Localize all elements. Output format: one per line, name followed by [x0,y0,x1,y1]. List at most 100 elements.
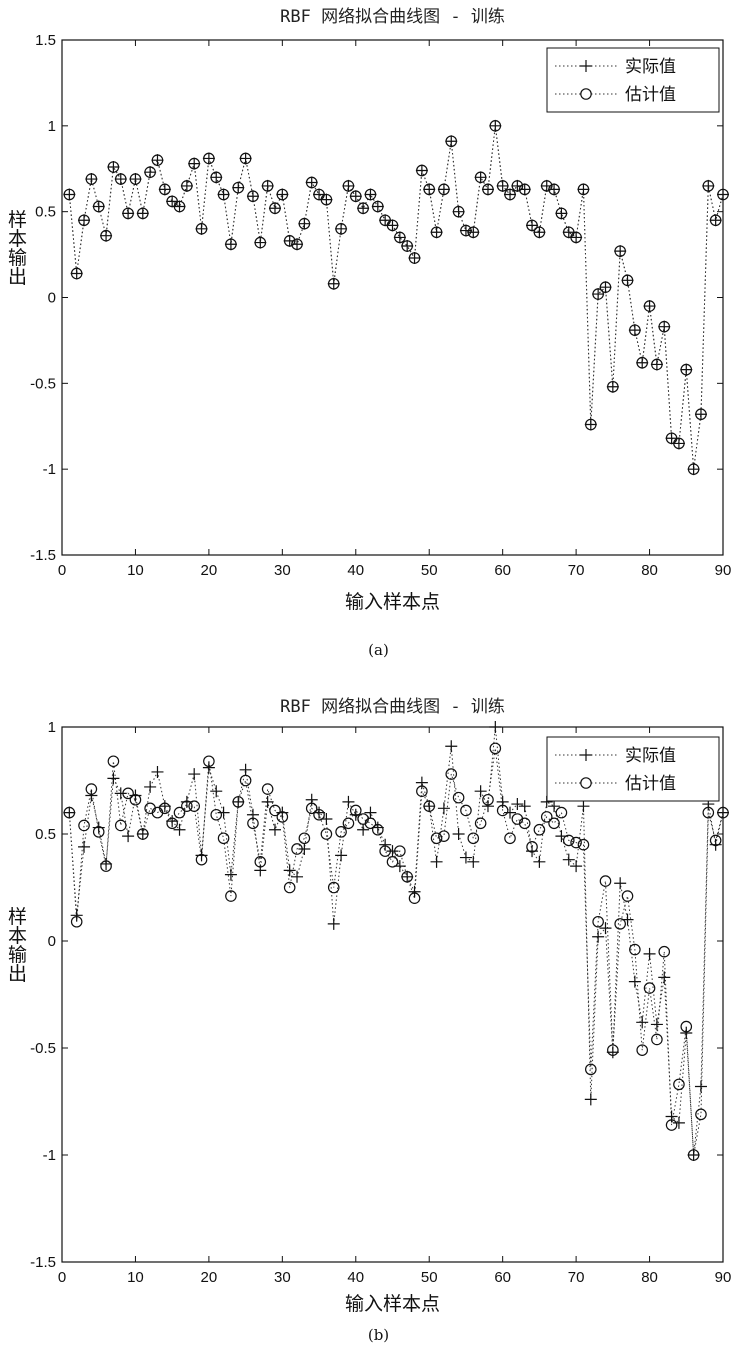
figure-caption: (a) [368,641,389,659]
data-point-actual [137,207,149,219]
data-point-actual [364,189,376,201]
x-tick-label: 30 [274,562,291,579]
data-point-actual [614,877,626,889]
data-point-actual [614,245,626,257]
x-tick-label: 10 [127,1269,144,1286]
data-point-actual [666,432,678,444]
data-point-actual [423,183,435,195]
plot-frame [62,40,723,555]
data-point-actual [475,171,487,183]
data-point-actual [629,324,641,336]
data-point-actual [482,183,494,195]
data-point-actual [151,154,163,166]
data-point-actual [85,173,97,185]
data-point-actual [438,802,450,814]
data-point-actual [232,182,244,194]
chart-title: RBF 网络拟合曲线图 - 训练 [280,7,505,27]
data-point-actual [137,828,149,840]
data-point-actual [276,189,288,201]
data-point-actual [680,364,692,376]
x-tick-label: 60 [494,1269,511,1286]
x-tick-label: 40 [347,562,364,579]
data-point-actual [78,841,90,853]
data-point-actual [78,214,90,226]
data-point-actual [644,300,656,312]
data-point-actual [688,463,700,475]
data-point-actual [460,225,472,237]
data-point-actual [151,766,163,778]
data-point-actual [570,860,582,872]
y-tick-label: -1 [43,461,56,478]
data-point-actual [350,190,362,202]
data-point-estimate [262,784,272,794]
data-point-estimate [674,1079,684,1089]
x-tick-label: 0 [58,562,66,579]
data-point-actual [401,871,413,883]
data-point-actual [717,807,729,819]
data-point-actual [63,189,75,201]
data-point-actual [122,830,134,842]
y-tick-label: -0.5 [30,1040,56,1057]
data-point-actual [489,120,501,132]
data-point-actual [636,1016,648,1028]
data-point-actual [533,856,545,868]
data-point-actual [188,158,200,170]
data-point-actual [710,214,722,226]
data-point-actual [240,764,252,776]
data-point-actual [159,183,171,195]
x-tick-label: 80 [641,1269,658,1286]
data-point-actual [232,796,244,808]
data-point-actual [225,869,237,881]
x-axis-label: 输入样本点 [345,1293,440,1315]
legend-label: 估计值 [625,85,676,105]
data-point-actual [453,206,465,218]
x-tick-label: 50 [421,1269,438,1286]
y-axis-label: 样本输出 [5,209,27,285]
data-point-actual [210,171,222,183]
data-point-actual [497,796,509,808]
data-point-estimate [556,807,566,817]
data-point-estimate [475,818,485,828]
data-point-actual [577,183,589,195]
data-point-actual [431,226,443,238]
data-point-actual [504,807,516,819]
data-point-actual [592,931,604,943]
data-point-actual [644,948,656,960]
data-point-actual [364,807,376,819]
data-point-actual [63,807,75,819]
x-tick-label: 20 [201,562,218,579]
legend-label: 实际值 [625,57,676,77]
data-point-actual [688,1149,700,1161]
data-point-estimate [431,833,441,843]
data-point-actual [129,789,141,801]
data-point-estimate [189,801,199,811]
x-tick-label: 30 [274,1269,291,1286]
y-tick-label: -0.5 [30,375,56,392]
x-tick-label: 10 [127,562,144,579]
y-tick-label: -1.5 [30,547,56,564]
data-point-actual [438,183,450,195]
y-tick-label: 0 [48,933,56,950]
data-point-actual [107,772,119,784]
data-point-actual [144,166,156,178]
y-tick-label: 0 [48,290,56,307]
data-point-actual [100,230,112,242]
data-point-actual [107,161,119,173]
data-point-actual [423,800,435,812]
series-line-circle [69,126,723,469]
data-point-actual [174,824,186,836]
y-tick-label: -1 [43,1147,56,1164]
data-point-actual [651,358,663,370]
legend-marker-circle [581,778,591,788]
data-point-actual [387,219,399,231]
data-point-actual [328,278,340,290]
data-point-estimate [116,820,126,830]
data-point-estimate [211,810,221,820]
data-point-actual [526,845,538,857]
data-point-actual [254,864,266,876]
x-tick-label: 80 [641,562,658,579]
data-point-actual [357,824,369,836]
data-point-actual [144,781,156,793]
data-point-actual [225,238,237,250]
data-point-actual [93,822,105,834]
